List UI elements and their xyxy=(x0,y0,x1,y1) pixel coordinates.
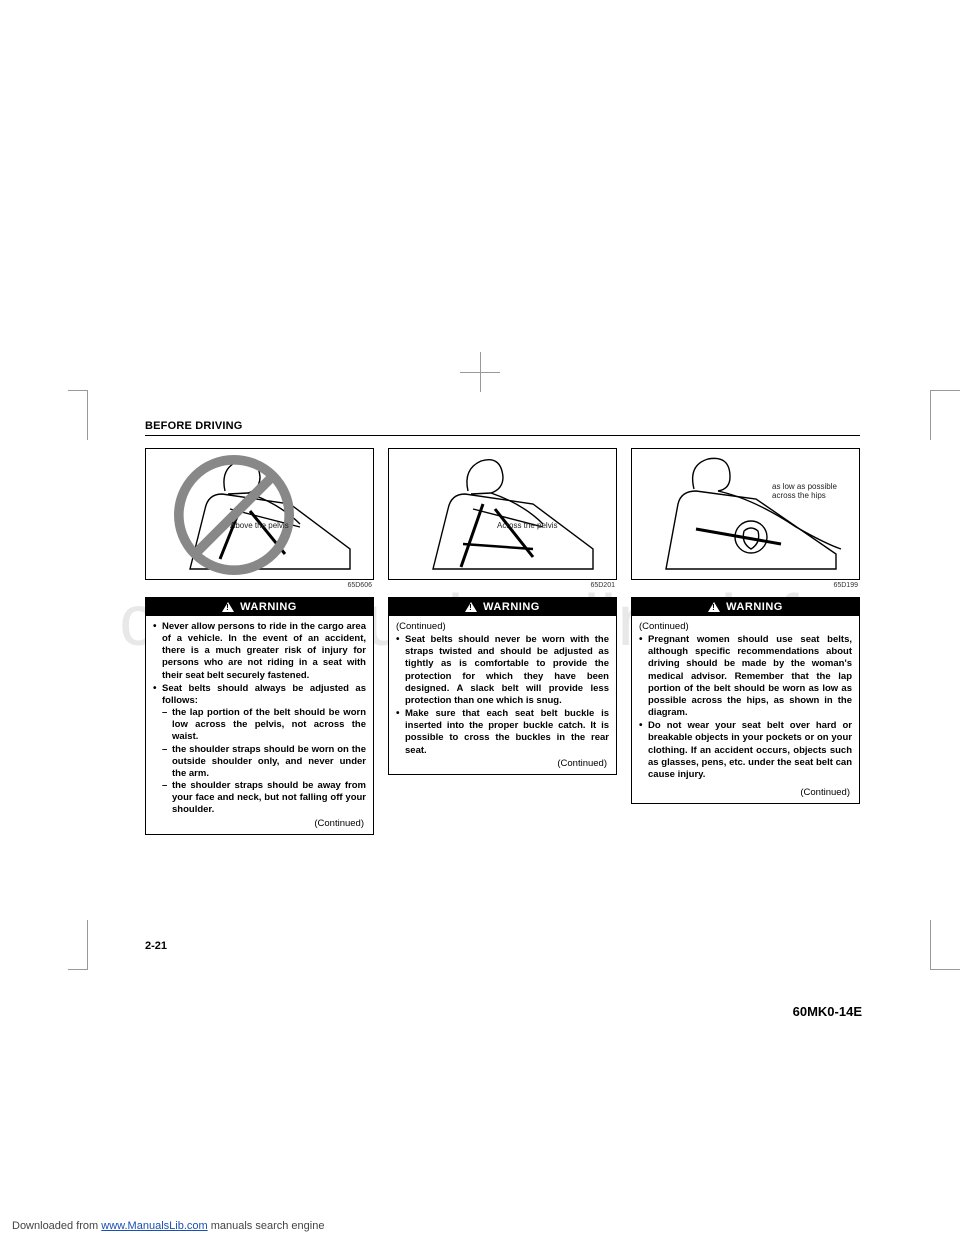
footer-suffix: manuals search engine xyxy=(208,1220,325,1232)
column-center: Across the pelvis 65D201 WARNING (Contin… xyxy=(388,448,617,835)
warning-item: Never allow persons to ride in the cargo… xyxy=(153,621,366,682)
continued-label: (Continued) xyxy=(396,758,609,770)
column-right: as low as possible across the hips 65D19… xyxy=(631,448,860,835)
continued-label: (Continued) xyxy=(153,818,366,830)
seat-illustration xyxy=(636,449,856,579)
continued-label: (Continued) xyxy=(639,787,852,799)
figure-left: Above the pelvis xyxy=(145,448,374,580)
continued-label: (Continued) xyxy=(639,621,852,633)
warning-body: Never allow persons to ride in the cargo… xyxy=(146,616,373,834)
warning-item: Seat belts should always be adjusted as … xyxy=(153,683,366,817)
columns: Above the pelvis 65D606 WARNING Never al… xyxy=(145,448,860,835)
warning-header-text: WARNING xyxy=(483,601,540,613)
warning-triangle-icon xyxy=(708,602,720,612)
crop-mark xyxy=(460,352,500,392)
warning-item-text: Seat belts should always be adjusted as … xyxy=(162,683,366,706)
figure-caption: 65D606 xyxy=(145,582,372,589)
figure-right: as low as possible across the hips xyxy=(631,448,860,580)
warning-header: WARNING xyxy=(389,598,616,616)
warning-item: Make sure that each seat belt buckle is … xyxy=(396,708,609,757)
figure-caption: 65D199 xyxy=(631,582,858,589)
figure-center: Across the pelvis xyxy=(388,448,617,580)
warning-subitem: the shoulder straps should be away from … xyxy=(162,780,366,816)
page-content: BEFORE DRIVING Above the pelvis xyxy=(145,420,860,835)
warning-body: (Continued) Seat belts should never be w… xyxy=(389,616,616,774)
footer-prefix: Downloaded from xyxy=(12,1220,101,1232)
warning-subitem: the lap portion of the belt should be wo… xyxy=(162,707,366,743)
crop-mark xyxy=(930,390,960,440)
column-left: Above the pelvis 65D606 WARNING Never al… xyxy=(145,448,374,835)
warning-box-right: WARNING (Continued) Pregnant women shoul… xyxy=(631,597,860,804)
document-code: 60MK0-14E xyxy=(793,1004,862,1019)
crop-mark xyxy=(930,920,960,970)
continued-label: (Continued) xyxy=(396,621,609,633)
seat-illustration xyxy=(393,449,613,579)
warning-header: WARNING xyxy=(146,598,373,616)
figure-label: Across the pelvis xyxy=(497,521,557,530)
warning-box-center: WARNING (Continued) Seat belts should ne… xyxy=(388,597,617,775)
footer-link[interactable]: www.ManualsLib.com xyxy=(101,1220,207,1232)
figure-label: as low as possible across the hips xyxy=(772,483,842,501)
warning-body: (Continued) Pregnant women should use se… xyxy=(632,616,859,803)
warning-subitem: the shoulder straps should be worn on th… xyxy=(162,744,366,780)
warning-box-left: WARNING Never allow persons to ride in t… xyxy=(145,597,374,835)
warning-triangle-icon xyxy=(222,602,234,612)
warning-header-text: WARNING xyxy=(726,601,783,613)
page-number: 2-21 xyxy=(145,940,167,952)
figure-label: Above the pelvis xyxy=(230,521,289,530)
figure-caption: 65D201 xyxy=(388,582,615,589)
footer: Downloaded from www.ManualsLib.com manua… xyxy=(12,1220,324,1232)
warning-header-text: WARNING xyxy=(240,601,297,613)
section-header: BEFORE DRIVING xyxy=(145,420,860,436)
prohibit-icon xyxy=(174,455,294,575)
warning-header: WARNING xyxy=(632,598,859,616)
warning-item: Do not wear your seat belt over hard or … xyxy=(639,720,852,781)
crop-mark xyxy=(68,920,88,970)
crop-mark xyxy=(68,390,88,440)
warning-triangle-icon xyxy=(465,602,477,612)
warning-item: Seat belts should never be worn with the… xyxy=(396,634,609,707)
warning-item: Pregnant women should use seat belts, al… xyxy=(639,634,852,719)
